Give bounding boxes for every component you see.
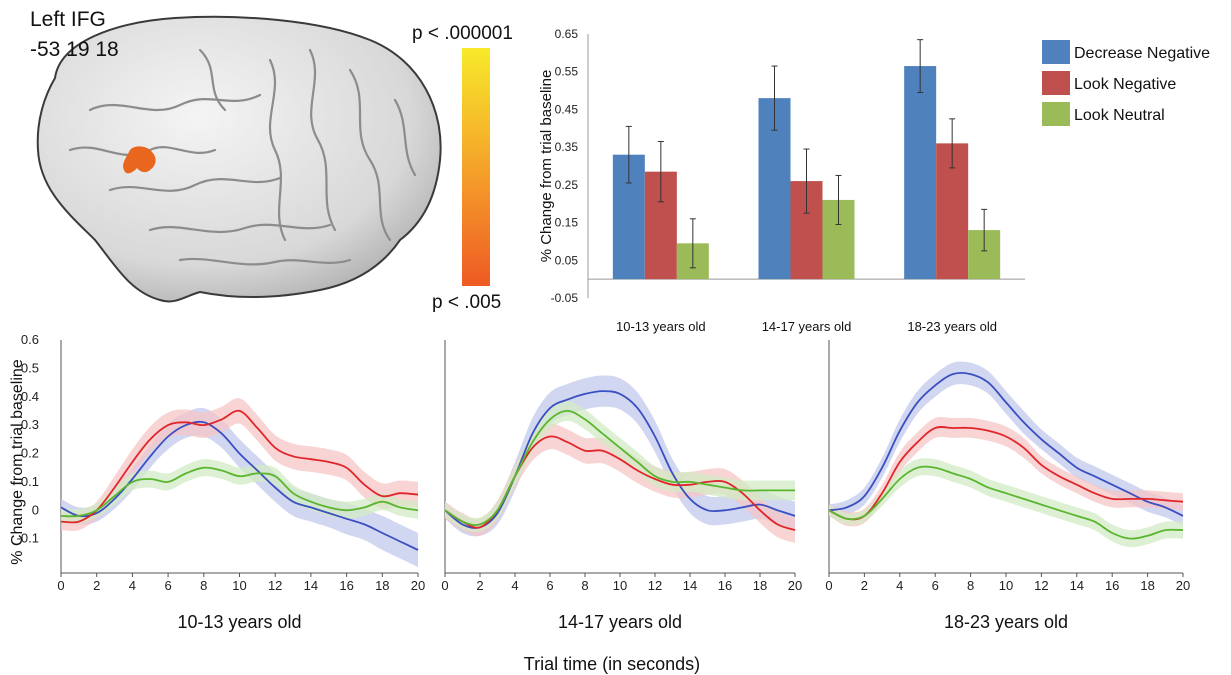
line-plots-x-label: Trial time (in seconds) (524, 654, 700, 674)
panel-y-tick-label: 0.5 (21, 360, 39, 375)
line-plots-y-label: % Change from trial baseline (9, 359, 26, 565)
activation-blob (123, 146, 156, 174)
panel-x-tick-label: 8 (200, 578, 207, 593)
bar-chart-y-tick-label: -0.05 (551, 291, 579, 305)
bar-chart-x-category-label: 14-17 years old (762, 319, 852, 334)
series-line (60, 466, 419, 518)
bar (904, 66, 937, 280)
series-line (828, 426, 1184, 521)
panel-x-tick-label: 16 (1105, 578, 1119, 593)
panel-x-tick-label: 6 (932, 578, 939, 593)
line-panel: 0 2 4 6 8 10 12 14 16 18 20 14-17 years old (441, 340, 802, 632)
region-coords: -53 19 18 (30, 38, 119, 61)
bar-chart-marks (612, 39, 1001, 280)
legend-swatch (1042, 102, 1070, 126)
panel-x-tick-label: 18 (1140, 578, 1154, 593)
brain-render (36, 15, 442, 303)
line-plots: 0.60.50.40.30.20.10-0.10 2 4 6 8 10 12 14 16 18 20… (17, 332, 1191, 632)
bar-chart-y-tick-label: 0.05 (555, 253, 579, 267)
series-line (444, 409, 795, 527)
panel-x-tick-label: 14 (683, 578, 697, 593)
legend-swatch (1042, 71, 1070, 95)
panel-x-tick-label: 20 (788, 578, 802, 593)
panel-y-tick-label: 0.2 (21, 446, 39, 461)
panel-x-tick-label: 4 (896, 578, 903, 593)
confidence-band (445, 423, 795, 543)
panel-x-tick-label: 16 (339, 578, 353, 593)
panel-x-tick-label: 0 (825, 578, 832, 593)
panel-y-tick-label: -0.1 (17, 531, 39, 546)
bar-chart-y-tick-label: 0.25 (555, 178, 579, 192)
colorbar (462, 48, 490, 286)
bar-chart-y-tick-label: 0.15 (555, 216, 579, 230)
panel-y-tick-label: 0.6 (21, 332, 39, 347)
panel-x-tick-label: 14 (304, 578, 318, 593)
panel-x-tick-label: 8 (581, 578, 588, 593)
panel-x-tick-label: 2 (476, 578, 483, 593)
legend-label: Look Neutral (1074, 107, 1165, 124)
bar-chart-x-category-label: 18-23 years old (907, 319, 997, 334)
legend-swatch (1042, 40, 1070, 64)
panel-x-tick-label: 0 (441, 578, 448, 593)
series-line (444, 390, 796, 529)
panel-y-tick-label: 0.1 (21, 474, 39, 489)
bar-chart: 0.65 0.55 0.45 0.35 0.25 0.15 0.05 -0.05 10-13 … (538, 27, 1210, 334)
confidence-band (829, 416, 1183, 527)
panel-y-tick-label: 0.4 (21, 389, 39, 404)
legend-label: Look Negative (1074, 76, 1176, 93)
legend-label: Decrease Negative (1074, 45, 1210, 62)
bar-chart-y-tick-label: 0.65 (555, 27, 579, 41)
colorbar-bottom-label: p < .005 (432, 292, 501, 313)
series-line (828, 371, 1184, 517)
panel-x-tick-label: 2 (861, 578, 868, 593)
brain-cortex (36, 15, 442, 303)
brain-sulci (68, 48, 417, 266)
series-line (60, 409, 419, 524)
panel-x-tick-label: 8 (967, 578, 974, 593)
series-line (60, 420, 419, 551)
confidence-band (445, 375, 795, 537)
panel-x-tick-label: 12 (648, 578, 662, 593)
bar-chart-x-category-label: 10-13 years old (616, 319, 706, 334)
panel-x-tick-label: 6 (546, 578, 553, 593)
panel-x-tick-label: 0 (57, 578, 64, 593)
panel-x-tick-label: 14 (1070, 578, 1084, 593)
panel-y-tick-label: 0 (32, 502, 39, 517)
panel-x-tick-label: 4 (129, 578, 136, 593)
region-label: Left IFG (30, 8, 106, 31)
series-line (828, 465, 1184, 540)
panel-x-tick-label: 12 (1034, 578, 1048, 593)
panel-title: 18-23 years old (944, 612, 1068, 632)
panel-x-tick-label: 20 (411, 578, 425, 593)
bar-chart-y-label: % Change from trial baseline (538, 70, 555, 263)
bar-chart-y-tick-label: 0.55 (555, 65, 579, 79)
panel-y-tick-label: 0.3 (21, 417, 39, 432)
panel-x-tick-label: 20 (1176, 578, 1190, 593)
panel-title: 10-13 years old (177, 612, 301, 632)
panel-x-tick-label: 12 (268, 578, 282, 593)
line-panel: 0 2 4 6 8 10 12 14 16 18 20 18-23 years old (825, 340, 1190, 632)
bar-chart-y-tick-label: 0.45 (555, 102, 579, 116)
bar-chart-x-categories: 10-13 years old 14-17 years old 18-23 year… (616, 319, 997, 334)
bar-chart-legend: Decrease Negative Look Negative Look Neutr… (1042, 40, 1210, 126)
panel-x-tick-label: 18 (753, 578, 767, 593)
panel-x-tick-label: 10 (232, 578, 246, 593)
panel-x-tick-label: 4 (511, 578, 518, 593)
panel-x-tick-label: 2 (93, 578, 100, 593)
panel-x-tick-label: 6 (164, 578, 171, 593)
panel-x-tick-label: 18 (375, 578, 389, 593)
line-panel: 0.6 0.5 0.4 0.3 0.2 0.1 0 -0.1 0 2 4 6 8 10 12 14 16 18 20… (17, 332, 426, 632)
panel-x-tick-label: 10 (999, 578, 1013, 593)
panel-title: 14-17 years old (558, 612, 682, 632)
bar-chart-y-ticks: 0.65 0.55 0.45 0.35 0.25 0.15 0.05 -0.05 (551, 27, 579, 305)
colorbar-top-label: p < .000001 (412, 23, 513, 44)
panel-x-tick-label: 16 (718, 578, 732, 593)
confidence-band (829, 458, 1183, 548)
confidence-band (61, 398, 418, 531)
bar-chart-y-tick-label: 0.35 (555, 140, 579, 154)
panel-x-tick-label: 10 (613, 578, 627, 593)
